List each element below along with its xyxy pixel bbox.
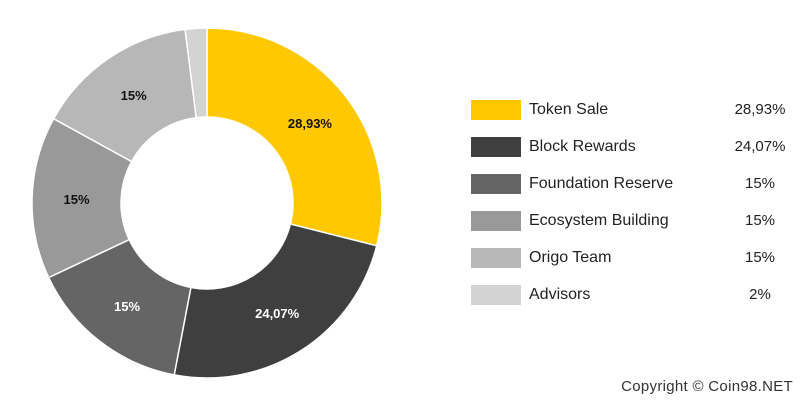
legend-item-foundation-reserve: Foundation Reserve 15% [471,170,801,207]
legend-item-advisors: Advisors 2% [471,281,801,318]
legend-swatch-foundation-reserve [471,174,521,194]
slice-advisors [184,27,208,119]
legend-label-ecosystem-building: Ecosystem Building [529,212,669,229]
legend-swatch-ecosystem-building [471,211,521,231]
slice-token-sale [206,27,383,247]
legend-label-foundation-reserve: Foundation Reserve [529,175,674,192]
legend: Token Sale 28,93% Block Rewards 24,07% F… [471,96,801,318]
legend-item-ecosystem-building: Ecosystem Building 15% [471,207,801,244]
legend-item-block-rewards: Block Rewards 24,07% [471,133,801,170]
legend-label-block-rewards: Block Rewards [529,138,636,155]
legend-label-origo-team: Origo Team [529,249,612,266]
legend-value-origo-team: 15% [744,249,776,266]
legend-swatch-block-rewards [471,137,521,157]
donut-chart: 28,93% 24,07% 15% 15% 15% [31,27,383,379]
slice-label-foundation-reserve: 15% [114,299,140,314]
legend-value-advisors: 2% [749,286,771,303]
legend-value-foundation-reserve: 15% [744,175,776,192]
legend-swatch-origo-team [471,248,521,268]
slice-label-origo-team: 15% [121,88,147,103]
legend-label-advisors: Advisors [529,286,591,303]
legend-value-ecosystem-building: 15% [744,212,776,229]
slice-label-block-rewards: 24,07% [255,306,300,321]
legend-item-origo-team: Origo Team 15% [471,244,801,281]
legend-swatch-advisors [471,285,521,305]
slice-block-rewards [173,223,378,379]
legend-value-token-sale: 28,93% [734,101,786,118]
legend-value-block-rewards: 24,07% [734,138,786,155]
legend-item-token-sale: Token Sale 28,93% [471,96,801,133]
slice-label-token-sale: 28,93% [288,116,333,131]
copyright-text: Copyright © Coin98.NET [621,378,793,395]
slice-label-ecosystem-building: 15% [64,192,90,207]
legend-label-token-sale: Token Sale [529,101,609,118]
legend-swatch-token-sale [471,100,521,120]
